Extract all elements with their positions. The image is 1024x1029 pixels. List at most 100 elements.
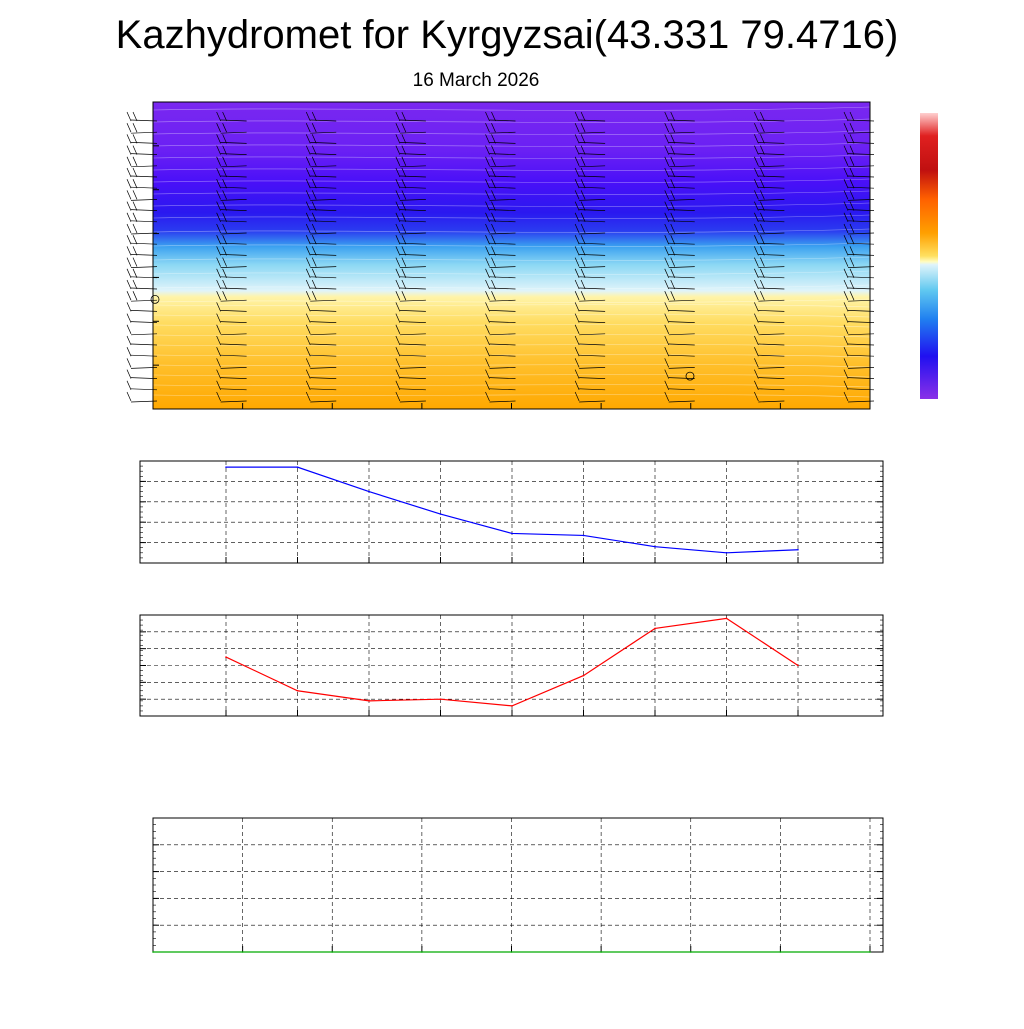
wind-barb-flag — [395, 190, 401, 200]
wind-barb-flag — [305, 358, 311, 368]
wind-barb-stem — [668, 377, 695, 379]
wind-barb-flag — [395, 291, 401, 301]
wind-barb-stem — [668, 354, 695, 357]
wind-barb — [574, 324, 606, 336]
wind-barb-flag — [843, 235, 849, 245]
contour-line — [152, 106, 871, 111]
wind-barb-flag — [664, 201, 670, 211]
wind-barb-flag — [485, 313, 490, 323]
plot-frame — [139, 460, 884, 564]
wind-barb-flag — [126, 391, 132, 402]
wind-barb-flag — [670, 235, 676, 245]
wind-barb — [485, 268, 516, 279]
wind-barb-flag — [580, 268, 586, 278]
wind-barb — [574, 223, 606, 235]
wind-barb — [574, 134, 606, 144]
wind-barb-flag — [491, 279, 496, 290]
wind-barb-stem — [310, 287, 337, 290]
data-point — [439, 698, 442, 700]
wind-barb-flag — [491, 257, 496, 267]
wind-barb-stem — [220, 343, 247, 346]
wind-barb-flag — [670, 268, 676, 278]
wind-barb-stem — [399, 343, 426, 346]
wind-barb-flag — [849, 257, 855, 267]
wind-barb-flag — [216, 190, 221, 200]
wind-barb — [216, 201, 247, 211]
wind-barb-flag — [305, 291, 311, 301]
wind-barb-flag — [222, 179, 227, 189]
wind-barb — [216, 190, 247, 201]
wind-barb-stem — [310, 220, 337, 223]
wind-barb-flag — [491, 179, 496, 189]
wind-barb-flag — [574, 257, 580, 267]
wind-barb — [305, 291, 337, 302]
wind-barb-stem — [399, 266, 426, 268]
wind-barb — [216, 145, 247, 155]
wind-barb-flag — [849, 235, 855, 245]
wind-barb-flag — [485, 380, 490, 390]
wind-barb-flag — [849, 223, 855, 234]
data-point — [511, 532, 513, 535]
contour-line — [152, 142, 871, 147]
wind-barb-stem — [668, 343, 695, 346]
wind-barb-flag — [395, 313, 401, 323]
wind-barb-flag — [760, 212, 765, 222]
wind-barb-flag — [491, 223, 496, 234]
wind-barb-flag — [664, 134, 670, 144]
wind-barb-stem — [399, 175, 426, 178]
wind-barb-flag — [843, 145, 849, 155]
wind-barb-flag — [485, 223, 490, 234]
wind-barb-flag — [574, 302, 580, 312]
wind-barb-flag — [580, 111, 586, 122]
wind-barb-stem — [220, 220, 247, 223]
wind-barb-flag — [670, 223, 676, 234]
data-point — [582, 534, 585, 537]
wind-barb-stem — [310, 377, 337, 379]
data-point — [439, 513, 442, 515]
wind-barb-stem — [758, 153, 785, 155]
wind-barb-flag — [754, 111, 759, 122]
wind-barb-stem — [489, 131, 516, 134]
data-point — [779, 951, 782, 953]
wind-barb-stem — [758, 142, 785, 144]
wind-barb-flag — [760, 167, 765, 178]
contour-line — [152, 228, 871, 233]
wind-barb-flag — [311, 201, 317, 211]
pmsl-panel — [139, 460, 884, 564]
wind-barb-flag — [395, 391, 401, 402]
wind-barb-stem — [399, 254, 426, 256]
wind-barb-stem — [310, 175, 337, 178]
wind-barb-flag — [132, 145, 138, 155]
wind-barb — [305, 235, 337, 245]
wind-barb-stem — [489, 400, 516, 403]
wind-barb-stem — [489, 186, 516, 189]
wind-barb-flag — [485, 369, 490, 379]
wind-barb-flag — [760, 179, 765, 189]
wind-barb-flag — [132, 212, 138, 222]
wind-barb-flag — [132, 179, 138, 189]
wind-barb-flag — [485, 324, 490, 334]
wind-barb-stem — [310, 343, 337, 346]
wind-barb — [305, 179, 337, 189]
wind-barb — [485, 134, 516, 144]
wind-barb — [216, 369, 247, 379]
wind-barb-stem — [579, 165, 606, 168]
wind-barb — [395, 246, 426, 256]
wind-barb-flag — [311, 145, 317, 155]
wind-barb — [485, 313, 516, 323]
wind-barb-flag — [664, 369, 670, 379]
wind-barb-flag — [754, 380, 759, 390]
wind-barb-flag — [760, 279, 765, 290]
wind-barb — [664, 347, 695, 357]
wind-barb-flag — [754, 145, 759, 155]
wind-barb — [216, 347, 247, 357]
wind-barb — [216, 257, 247, 268]
wind-barb — [574, 313, 606, 323]
data-point — [654, 627, 656, 630]
wind-barb — [395, 347, 426, 357]
wind-barb-stem — [579, 388, 606, 391]
contour-line — [152, 154, 871, 159]
wind-barb-flag — [849, 123, 855, 133]
wind-barb — [754, 313, 785, 323]
wind-barb — [754, 235, 785, 245]
